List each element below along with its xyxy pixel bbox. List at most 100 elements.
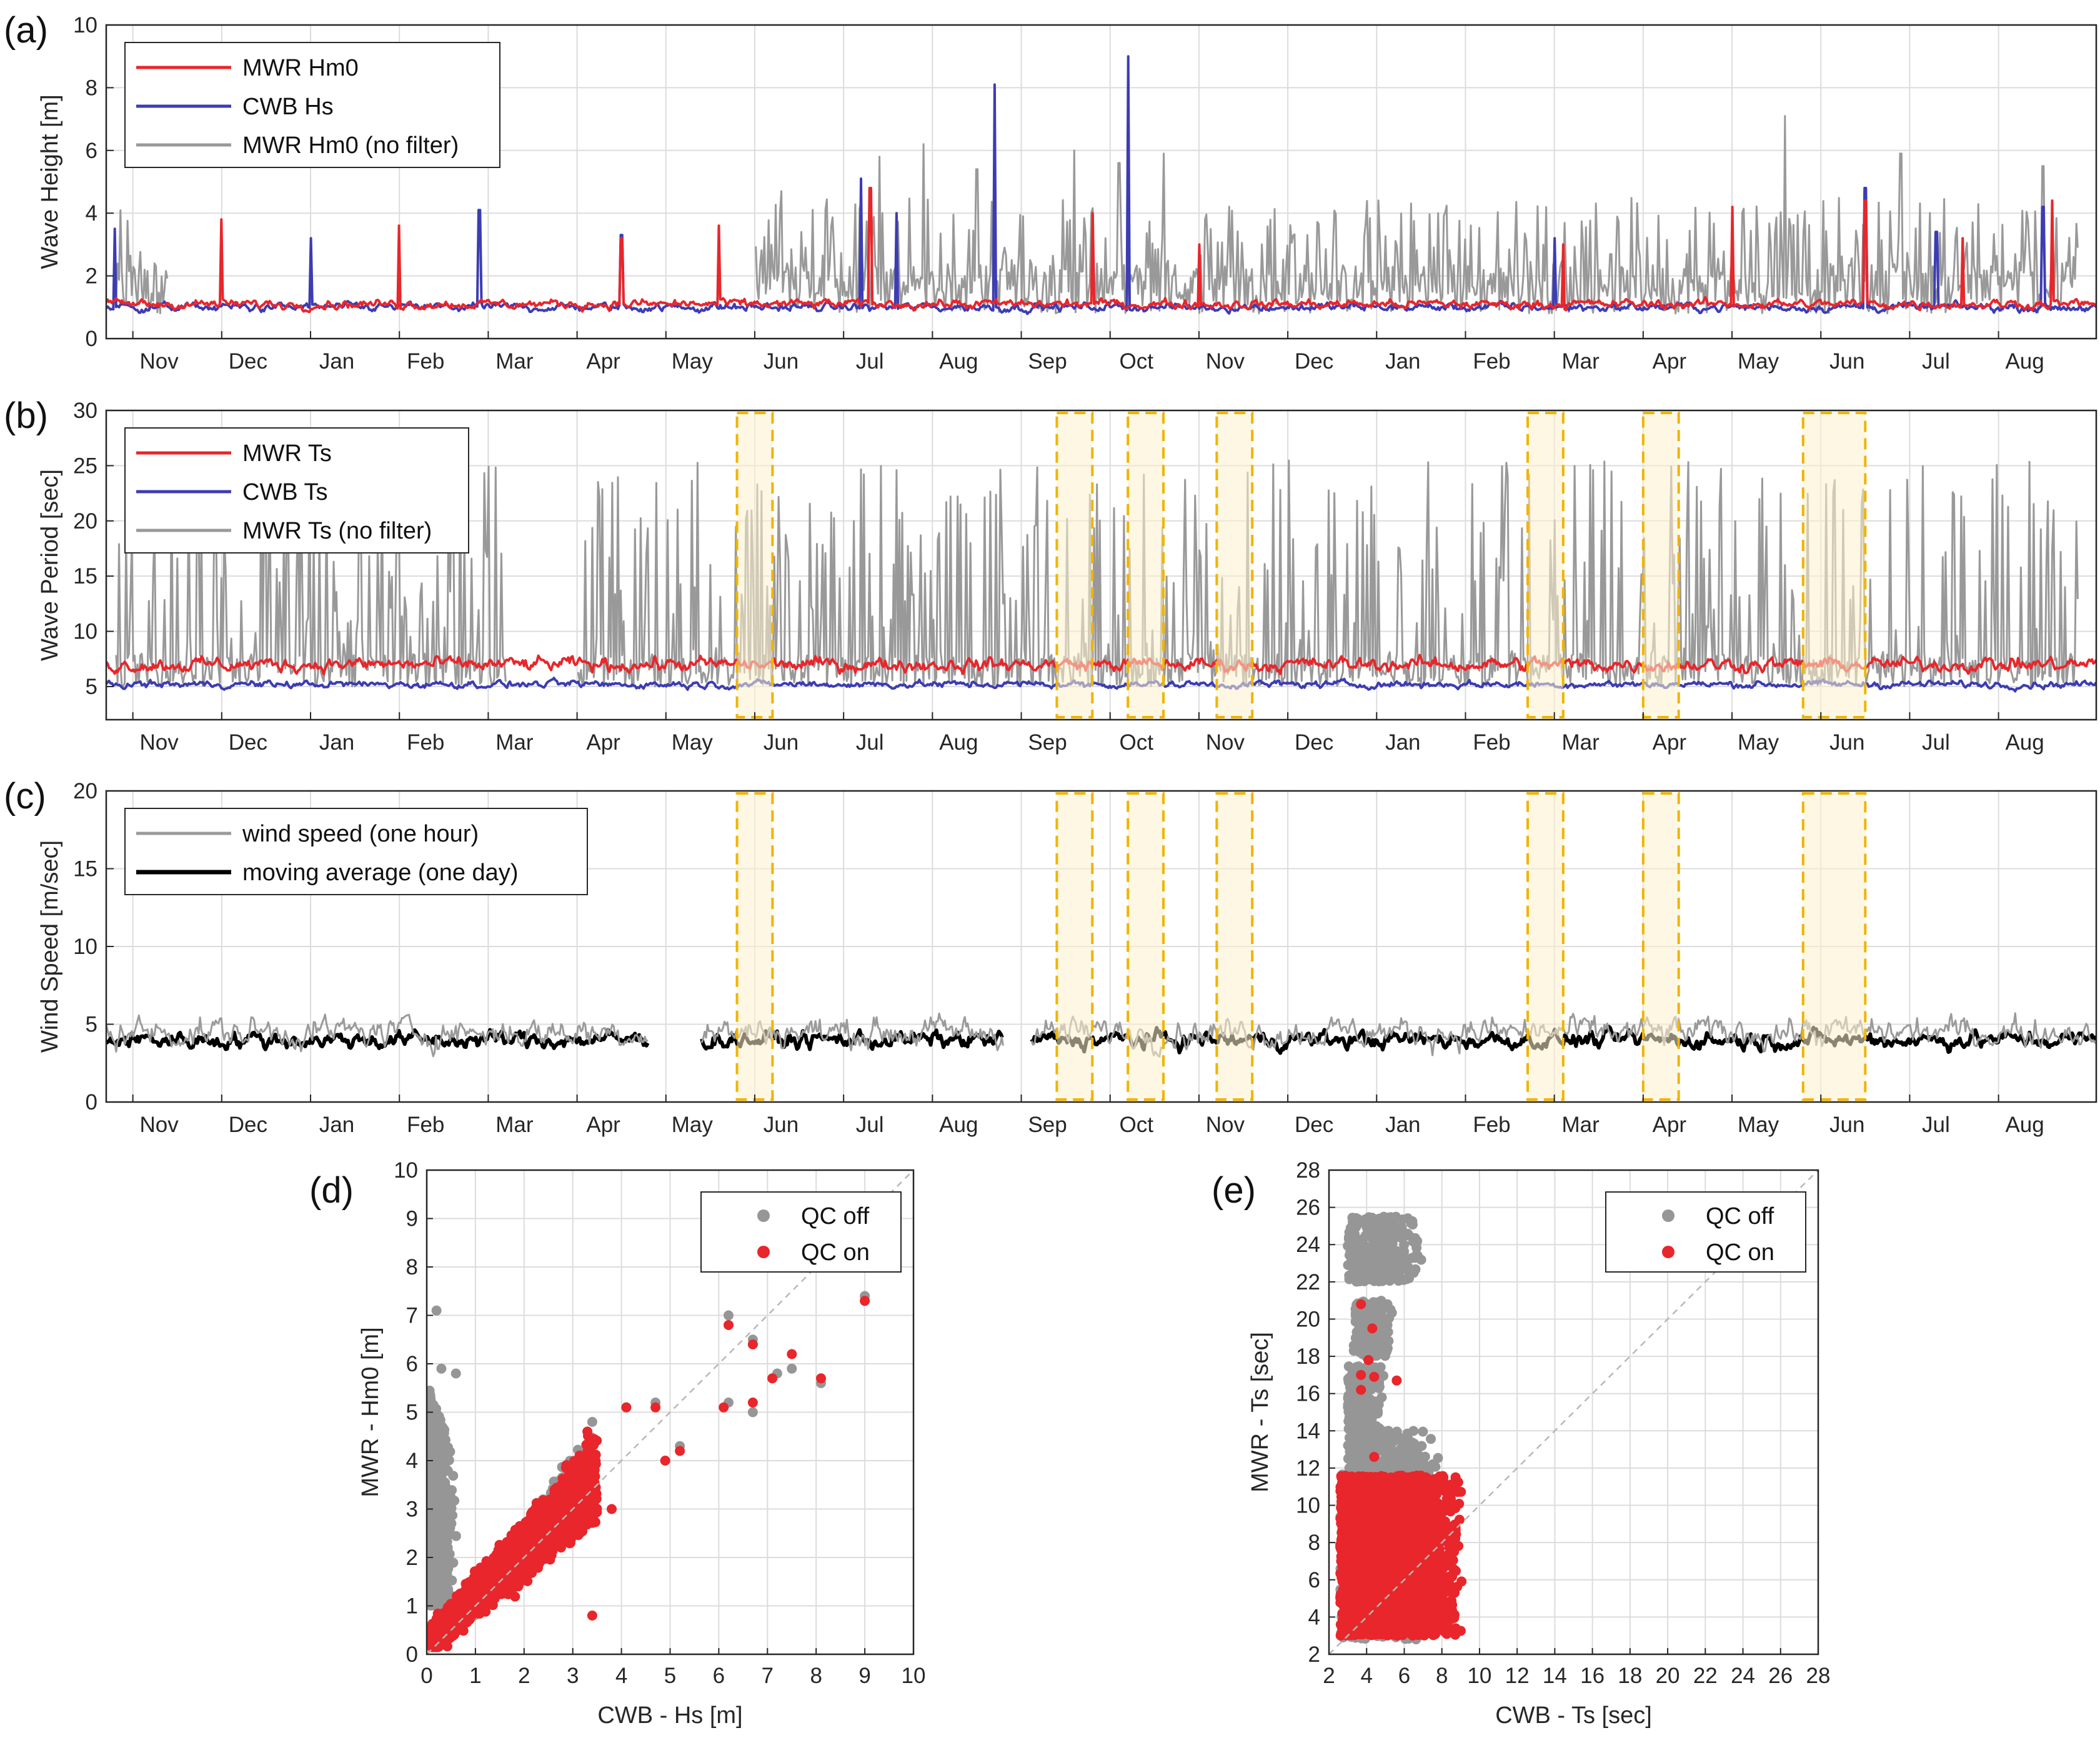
scatter-point-qc-off	[1343, 1399, 1353, 1410]
scatter-point-qc-off	[1382, 1343, 1393, 1353]
scatter-point-qc-off	[434, 1524, 445, 1535]
scatter-point-qc-on	[564, 1528, 575, 1539]
x-tick-label: Dec	[1295, 1113, 1333, 1137]
legend-entry: MWR Hm0 (no filter)	[242, 132, 459, 159]
scatter-point-qc-off	[428, 1600, 439, 1611]
scatter-point-qc-on	[747, 1339, 758, 1349]
x-tick-label: 6	[713, 1664, 725, 1688]
y-tick-label: 0	[86, 1090, 97, 1115]
scatter-point-qc-off	[1348, 1340, 1359, 1351]
scatter-point-qc-off	[1366, 1273, 1377, 1284]
x-tick-label: Oct	[1119, 730, 1153, 755]
scatter-point-qc-on	[462, 1589, 473, 1599]
x-tick-label: Sep	[1028, 730, 1067, 755]
panel-e: 2 4 6 8 10 12 14 16 18 20 22 24 26 282468101214161820…	[1212, 1158, 1830, 1729]
scatter-point-qc-off	[1349, 1268, 1360, 1278]
scatter-point-qc-off	[1355, 1456, 1366, 1467]
highlight-box	[735, 792, 774, 1101]
x-tick-label: Jun	[764, 1113, 799, 1137]
x-tick-label: 7	[762, 1664, 774, 1688]
series-b-0	[106, 653, 2096, 676]
scatter-point-qc-off	[1393, 1266, 1404, 1276]
highlight-box	[1215, 792, 1254, 1101]
legend-box	[700, 1191, 902, 1273]
scatter-point-qc-on	[457, 1601, 468, 1611]
scatter-point-qc-on	[447, 1609, 457, 1620]
x-tick-label: Mar	[1562, 349, 1600, 374]
scatter-point-qc-off	[1433, 1452, 1443, 1463]
scatter-point-qc-on	[435, 1631, 446, 1641]
x-tick-label: Feb	[1473, 730, 1510, 755]
x-tick-label: 4	[615, 1664, 627, 1688]
x-axis-label: CWB - Hs [m]	[597, 1702, 742, 1729]
x-tick-label: Aug	[939, 1113, 978, 1137]
x-tick-label: Jul	[1922, 730, 1950, 755]
x-tick-label: Aug	[2005, 730, 2044, 755]
x-tick-label: 3	[567, 1664, 579, 1688]
x-tick-label: 10	[902, 1664, 926, 1688]
scatter-point-qc-off	[1343, 1374, 1353, 1384]
reference-line	[426, 1169, 914, 1655]
plot-area-c	[106, 1012, 2096, 1058]
x-tick-label: Jan	[1385, 1113, 1420, 1137]
scatter-point-qc-off	[1402, 1428, 1413, 1439]
y-axis-label: MWR - Hm0 [m]	[357, 1327, 384, 1497]
highlight-box	[1801, 792, 1867, 1101]
y-tick-label: 6	[406, 1352, 418, 1376]
scatter-point-qc-off	[1403, 1213, 1413, 1224]
x-tick-label: 8	[810, 1664, 822, 1688]
scatter-point-qc-off	[1401, 1274, 1412, 1284]
legend-entry: moving average (one day)	[242, 860, 518, 886]
scatter-point-qc-off	[1418, 1426, 1428, 1437]
scatter-point-qc-off	[1375, 1362, 1386, 1373]
scatter-point-qc-off	[1416, 1254, 1426, 1265]
x-tick-label: Jan	[319, 1113, 354, 1137]
legend-entry: CWB Ts	[242, 479, 328, 505]
scatter-point-qc-on	[607, 1504, 617, 1514]
scatter-point-qc-off	[1403, 1264, 1413, 1275]
x-tick-label: Aug	[939, 349, 978, 374]
legend-marker	[757, 1209, 770, 1222]
scatter-point-qc-off	[427, 1387, 435, 1398]
legend-entry: MWR Hm0	[242, 55, 359, 81]
x-tick-label: Apr	[586, 349, 620, 374]
scatter-point-qc-off	[1426, 1434, 1436, 1444]
scatter-point-qc-off	[1375, 1250, 1386, 1261]
highlight-box	[1215, 412, 1254, 718]
scatter-point-qc-off	[587, 1417, 597, 1427]
x-tick-label: Apr	[1653, 1113, 1687, 1137]
x-tick-label: May	[672, 349, 714, 374]
scatter-point-qc-on	[464, 1614, 475, 1625]
panel-label: (a)	[4, 10, 48, 51]
y-tick-label: 7	[406, 1304, 418, 1328]
y-tick-label: 25	[73, 454, 97, 478]
y-tick-label: 8	[406, 1255, 418, 1279]
scatter-point-qc-off	[1416, 1441, 1427, 1451]
scatter-point-qc-off	[431, 1305, 442, 1316]
y-tick-label: 5	[406, 1401, 418, 1425]
scatter-point-qc-on	[514, 1543, 525, 1554]
scatter-point-qc-on	[523, 1558, 534, 1569]
legend-c: wind speed (one hour)moving average (one…	[124, 808, 588, 895]
legend-entry: MWR Ts (no filter)	[242, 518, 432, 544]
scatter-point-qc-off	[1384, 1313, 1395, 1323]
x-tick-label: Dec	[229, 730, 267, 755]
scatter-point-qc-off	[1373, 1408, 1383, 1419]
scatter-point-qc-off	[1373, 1344, 1383, 1355]
scatter-point-qc-on	[549, 1527, 560, 1537]
scatter-point-qc-on	[480, 1606, 491, 1617]
scatter-point-qc-off	[430, 1404, 441, 1414]
scatter-point-qc-off	[427, 1465, 435, 1476]
x-tick-label: Jan	[1385, 349, 1420, 374]
series-a-0	[106, 187, 2096, 314]
scatter-point-qc-on	[507, 1579, 517, 1589]
y-tick-label: 3	[406, 1497, 418, 1522]
highlight-box	[1526, 792, 1565, 1101]
legend-marker	[757, 1246, 770, 1258]
x-tick-label: 0	[420, 1664, 432, 1688]
x-tick-label: Apr	[586, 730, 620, 755]
x-tick-label: Jul	[856, 1113, 884, 1137]
scatter-point-qc-on	[524, 1527, 535, 1538]
y-tick-label: 1	[406, 1594, 418, 1619]
y-tick-label: 10	[394, 1158, 418, 1183]
